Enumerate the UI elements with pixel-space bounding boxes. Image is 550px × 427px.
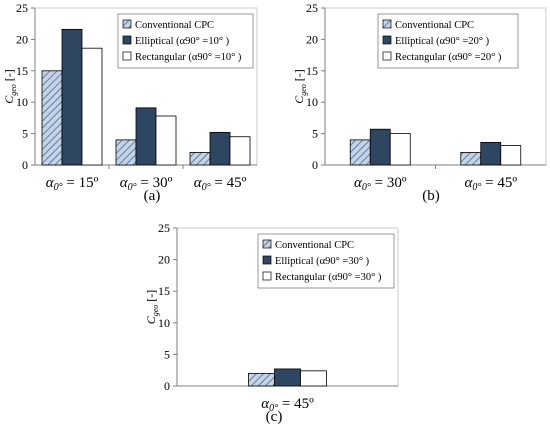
bar-dark-2 — [135, 107, 157, 166]
y-tick-label: 5 — [22, 127, 28, 141]
bar-dark-2 — [480, 141, 502, 166]
bar-hatched-1 — [41, 70, 63, 166]
bar-white-3 — [229, 136, 251, 166]
chart-panel-c: 0 5 10 15 20 25 Cgeo [-] α0° = 45º Conventional … — [144, 221, 399, 425]
legend-box — [257, 233, 395, 289]
y-axis-label: Cgeo [-] — [2, 69, 18, 104]
legend-swatch-dark — [382, 35, 392, 45]
x-category-label: α0° = 45º — [465, 175, 518, 193]
bar-white-1 — [389, 133, 411, 166]
panel-label: (a) — [144, 188, 161, 204]
y-tick-label: 0 — [22, 158, 28, 172]
legend-swatch-white — [262, 271, 272, 281]
legend-box — [117, 13, 254, 69]
bar-white-2 — [155, 115, 177, 166]
panel-label: (b) — [422, 188, 440, 204]
x-category-label: α0° = 30º — [120, 175, 173, 193]
legend-swatch-hatched — [122, 19, 132, 29]
legend-label: Rectangular (α90° =10° ) — [135, 52, 242, 63]
x-category-label: α0° = 45º — [194, 175, 247, 193]
panel-label: (c) — [266, 409, 283, 425]
y-tick-label: 20 — [306, 32, 318, 46]
chart-panel-a: 0 5 10 15 20 25 Cgeo [-] α0° = 15º α0° = 30º α0° … — [2, 1, 258, 204]
y-tick-label: 20 — [158, 253, 170, 267]
x-category-label: α0° = 15º — [46, 175, 99, 193]
bar-dark-1 — [369, 128, 391, 166]
y-axis-label: Cgeo [-] — [292, 69, 308, 104]
chart-panel-b: 0 5 10 15 20 25 Cgeo [-] α0° = 30º α0° = 45º Conv… — [292, 1, 547, 204]
bar-hatched-2 — [115, 139, 137, 166]
y-tick-label: 10 — [16, 95, 28, 109]
legend-swatch-white — [382, 51, 392, 61]
y-tick-label: 25 — [158, 221, 170, 235]
y-tick-label: 10 — [158, 316, 170, 330]
bar-white-2 — [500, 145, 522, 166]
y-tick-label: 15 — [158, 284, 170, 298]
y-tick-label: 0 — [164, 379, 170, 393]
bar-dark-1 — [274, 368, 301, 387]
legend-label: Elliptical (α90° =20° ) — [395, 36, 490, 47]
x-category-label: α0° = 45º — [261, 396, 314, 414]
legend-swatch-white — [122, 51, 132, 61]
x-category-label: α0° = 30º — [354, 175, 407, 193]
y-tick-label: 15 — [16, 64, 28, 78]
legend-label: Conventional CPC — [395, 20, 474, 31]
legend-label: Elliptical (α90° =30° ) — [275, 256, 370, 267]
bar-hatched-2 — [460, 152, 482, 166]
y-tick-label: 15 — [306, 64, 318, 78]
y-tick-label: 25 — [306, 1, 318, 15]
y-tick-label: 5 — [312, 127, 318, 141]
bar-white-1 — [300, 370, 327, 387]
legend-label: Elliptical (α90° =10° ) — [135, 36, 230, 47]
bar-dark-1 — [61, 28, 83, 166]
legend-swatch-hatched — [382, 19, 392, 29]
bar-white-1 — [81, 47, 103, 166]
bar-dark-3 — [209, 131, 231, 166]
legend-label: Conventional CPC — [135, 20, 214, 31]
legend-swatch-dark — [262, 255, 272, 265]
legend-swatch-hatched — [262, 239, 272, 249]
y-tick-label: 5 — [164, 347, 170, 361]
bar-hatched-1 — [248, 372, 275, 387]
y-tick-label: 20 — [16, 32, 28, 46]
legend-box — [377, 13, 519, 69]
y-tick-label: 0 — [312, 158, 318, 172]
y-axis-label: Cgeo [-] — [144, 290, 160, 325]
legend-label: Rectangular (α90° =20° ) — [395, 52, 502, 63]
bar-hatched-3 — [189, 152, 211, 166]
y-tick-label: 10 — [306, 95, 318, 109]
legend-swatch-dark — [122, 35, 132, 45]
bar-hatched-1 — [349, 139, 371, 166]
legend-label: Conventional CPC — [275, 240, 354, 251]
legend-label: Rectangular (α90° =30° ) — [275, 272, 382, 283]
y-tick-label: 25 — [16, 1, 28, 15]
